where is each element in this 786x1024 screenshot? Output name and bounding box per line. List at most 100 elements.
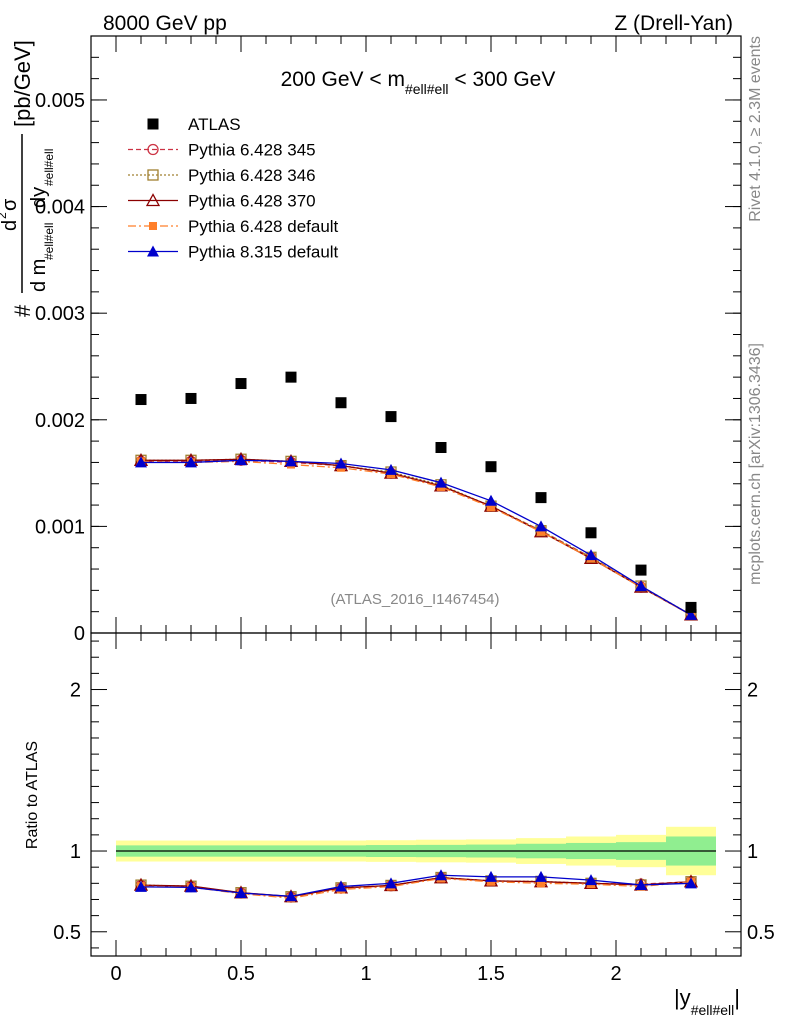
ratio-point-p8-default: [285, 890, 297, 902]
legend-marker-p6-370: [145, 193, 161, 207]
main-point-p8-default: [635, 580, 647, 592]
ratio-point-p8-default: [385, 877, 397, 889]
atlas-data-point: [535, 492, 547, 504]
ratio-point-p8-default: [435, 869, 447, 881]
main-series: [133, 371, 699, 621]
atlas-data-point: [185, 392, 197, 404]
ratio-point-p8-default: [535, 870, 547, 882]
legend-label: Pythia 6.428 346: [188, 166, 316, 185]
main-ytick-label: 0.003: [35, 303, 85, 325]
legend-label: Pythia 6.428 370: [188, 192, 316, 211]
ratio-line-p6-345: [140, 877, 692, 898]
ratio-xtick-label: 1.5: [477, 963, 505, 985]
atlas-data-point: [685, 601, 697, 613]
atlas-data-point: [435, 442, 447, 454]
ratio-axes: 0 0.5 1 1.5 2 0.5 0.5 1 1 2 2: [53, 633, 775, 985]
ratio-point-p6-default: [537, 879, 545, 888]
ratio-ytick-label-right: 1: [747, 841, 758, 863]
ratio-point-p8-default: [135, 880, 147, 892]
main-title: 200 GeV < m#ell#ell < 300 GeV: [281, 68, 556, 97]
main-line-p6-370: [141, 458, 692, 616]
svg-text:dy: dy: [28, 187, 50, 208]
svg-text:#ell#ell: #ell#ell: [42, 223, 56, 260]
ratio-xtick-label: 0: [110, 963, 121, 985]
rivet-version: Rivet 4.1.0, ≥ 2.3M events: [747, 36, 764, 222]
legend: ATLAS Pythia 6.428 345 Pythia 6.428 346 Pyt…: [128, 115, 339, 262]
main-ytick-label: 0.005: [35, 90, 85, 112]
main-ytick-label: 0.002: [35, 410, 85, 432]
main-ytick-label: 0: [74, 623, 85, 645]
ratio-point-p8-default: [335, 880, 347, 892]
mcplots-credit: mcplots.cern.ch [arXiv:1306.3436]: [747, 343, 764, 585]
ratio-line-p8-default: [140, 874, 692, 897]
main-point-p8-default: [435, 476, 447, 488]
main-point-p8-default: [335, 457, 347, 469]
ratio-series: [133, 869, 699, 903]
main-point-p8-default: [485, 494, 497, 506]
ratio-panel-frame: [90, 632, 742, 957]
main-line-p6-346: [141, 458, 692, 616]
main-ylabel: # d 2 σ d m #ell#ell dy #ell#ell [pb/GeV…: [0, 40, 56, 317]
main-line-p8-default: [141, 459, 692, 616]
main-point-p8-default: [585, 549, 597, 561]
legend-label: Pythia 6.428 default: [188, 217, 339, 236]
svg-text:#: #: [10, 304, 35, 317]
main-point-p8-default: [135, 456, 147, 468]
svg-text:[pb/GeV]: [pb/GeV]: [10, 40, 35, 127]
atlas-data-point: [385, 411, 397, 423]
main-point-p8-default: [285, 455, 297, 467]
ratio-point-p8-default: [585, 874, 597, 886]
main-point-p6-default: [537, 527, 545, 536]
main-ytick-label: 0.001: [35, 516, 85, 538]
main-point-p8-default: [685, 608, 697, 620]
svg-text:2: 2: [0, 212, 9, 219]
legend-marker-p6-345: [147, 143, 159, 156]
analysis-watermark: (ATLAS_2016_I1467454): [330, 591, 499, 608]
atlas-data-point: [335, 397, 347, 409]
ratio-xtick-label: 2: [610, 963, 621, 985]
main-point-p8-default: [535, 520, 547, 532]
legend-marker-p6-default: [149, 222, 157, 230]
main-point-p8-default: [385, 463, 397, 475]
header-left: 8000 GeV pp: [103, 12, 227, 35]
atlas-data-point: [135, 394, 147, 406]
main-line-p6-default: [140, 460, 692, 616]
svg-text:d m: d m: [28, 259, 50, 292]
svg-text:#ell#ell: #ell#ell: [42, 149, 56, 186]
ratio-ylabel: Ratio to ATLAS: [24, 741, 41, 849]
main-axes: 0 0.001 0.002 0.003 0.004 0.005: [35, 35, 742, 645]
ratio-ytick-label: 2: [70, 680, 81, 702]
ratio-point-p8-default: [485, 870, 497, 882]
main-ytick-label: 0.004: [35, 197, 85, 219]
header-right: Z (Drell-Yan): [614, 12, 733, 35]
atlas-data-point: [635, 564, 647, 576]
ratio-xtick-label: 1: [360, 963, 371, 985]
legend-label: ATLAS: [188, 115, 241, 134]
ratio-xtick-label: 0.5: [227, 963, 255, 985]
legend-marker-p8-default: [147, 245, 159, 257]
atlas-data-point: [585, 527, 597, 539]
legend-label: Pythia 6.428 345: [188, 141, 316, 160]
main-point-p8-default: [185, 456, 197, 468]
legend-label: Pythia 8.315 default: [188, 243, 339, 262]
ratio-point-p8-default: [635, 878, 647, 890]
ratio-ytick-label: 0.5: [53, 922, 81, 944]
svg-text:σ: σ: [0, 198, 21, 211]
ratio-uncertainty-bands: [116, 826, 716, 876]
ratio-line-p6-370: [140, 877, 692, 898]
legend-marker-p6-346: [147, 169, 159, 181]
ratio-point-p8-default: [185, 881, 197, 893]
ratio-ytick-label-right: 0.5: [747, 922, 775, 944]
svg-text:d: d: [0, 220, 21, 231]
atlas-data-point: [285, 371, 297, 383]
ratio-point-p8-default: [235, 887, 247, 899]
main-point-p8-default: [235, 454, 247, 466]
legend-marker-atlas: [147, 118, 159, 130]
x-axis-label: |y#ell#ell|: [674, 985, 740, 1018]
main-point-p6-default: [487, 503, 495, 512]
ratio-ytick-label: 1: [70, 841, 81, 863]
ratio-line-p6-346: [140, 876, 692, 898]
atlas-data-point: [485, 461, 497, 473]
ratio-point-p8-default: [685, 877, 697, 889]
